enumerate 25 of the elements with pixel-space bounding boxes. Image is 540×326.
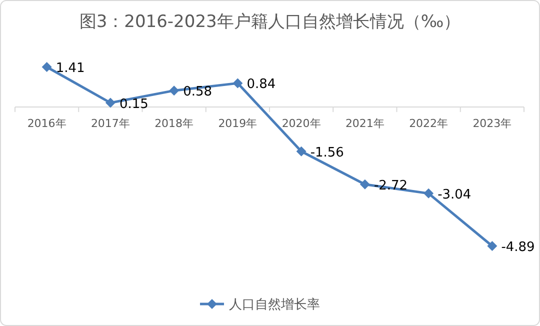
- chart-title: 图3：2016-2023年户籍人口自然增长情况（‰）: [79, 12, 461, 32]
- data-label: 1.41: [56, 61, 85, 76]
- point: [105, 98, 116, 108]
- legend-label: 人口自然增长率: [229, 296, 320, 312]
- point: [487, 241, 498, 251]
- point: [169, 86, 180, 96]
- data-label: -3.04: [438, 187, 472, 202]
- x-tick-label: 2022年: [409, 117, 448, 130]
- x-tick-label: 2023年: [472, 117, 512, 130]
- point: [42, 62, 52, 72]
- x-tick-label: 2021年: [345, 117, 384, 130]
- x-tick-label: 2017年: [90, 117, 130, 130]
- x-tick-label: 2019年: [218, 117, 258, 130]
- x-tick-label: 2020年: [282, 117, 321, 130]
- data-label: 0.58: [183, 84, 212, 100]
- x-tick-label: 2018年: [154, 117, 194, 130]
- data-label: -4.89: [501, 240, 535, 255]
- data-label: -1.56: [310, 145, 344, 160]
- data-label: 0.84: [246, 77, 276, 92]
- x-tick-label: 2016年: [27, 117, 66, 130]
- point: [360, 179, 370, 190]
- point: [232, 78, 243, 88]
- data-label: 0.15: [119, 96, 148, 112]
- point: [424, 188, 434, 198]
- point: [296, 146, 306, 156]
